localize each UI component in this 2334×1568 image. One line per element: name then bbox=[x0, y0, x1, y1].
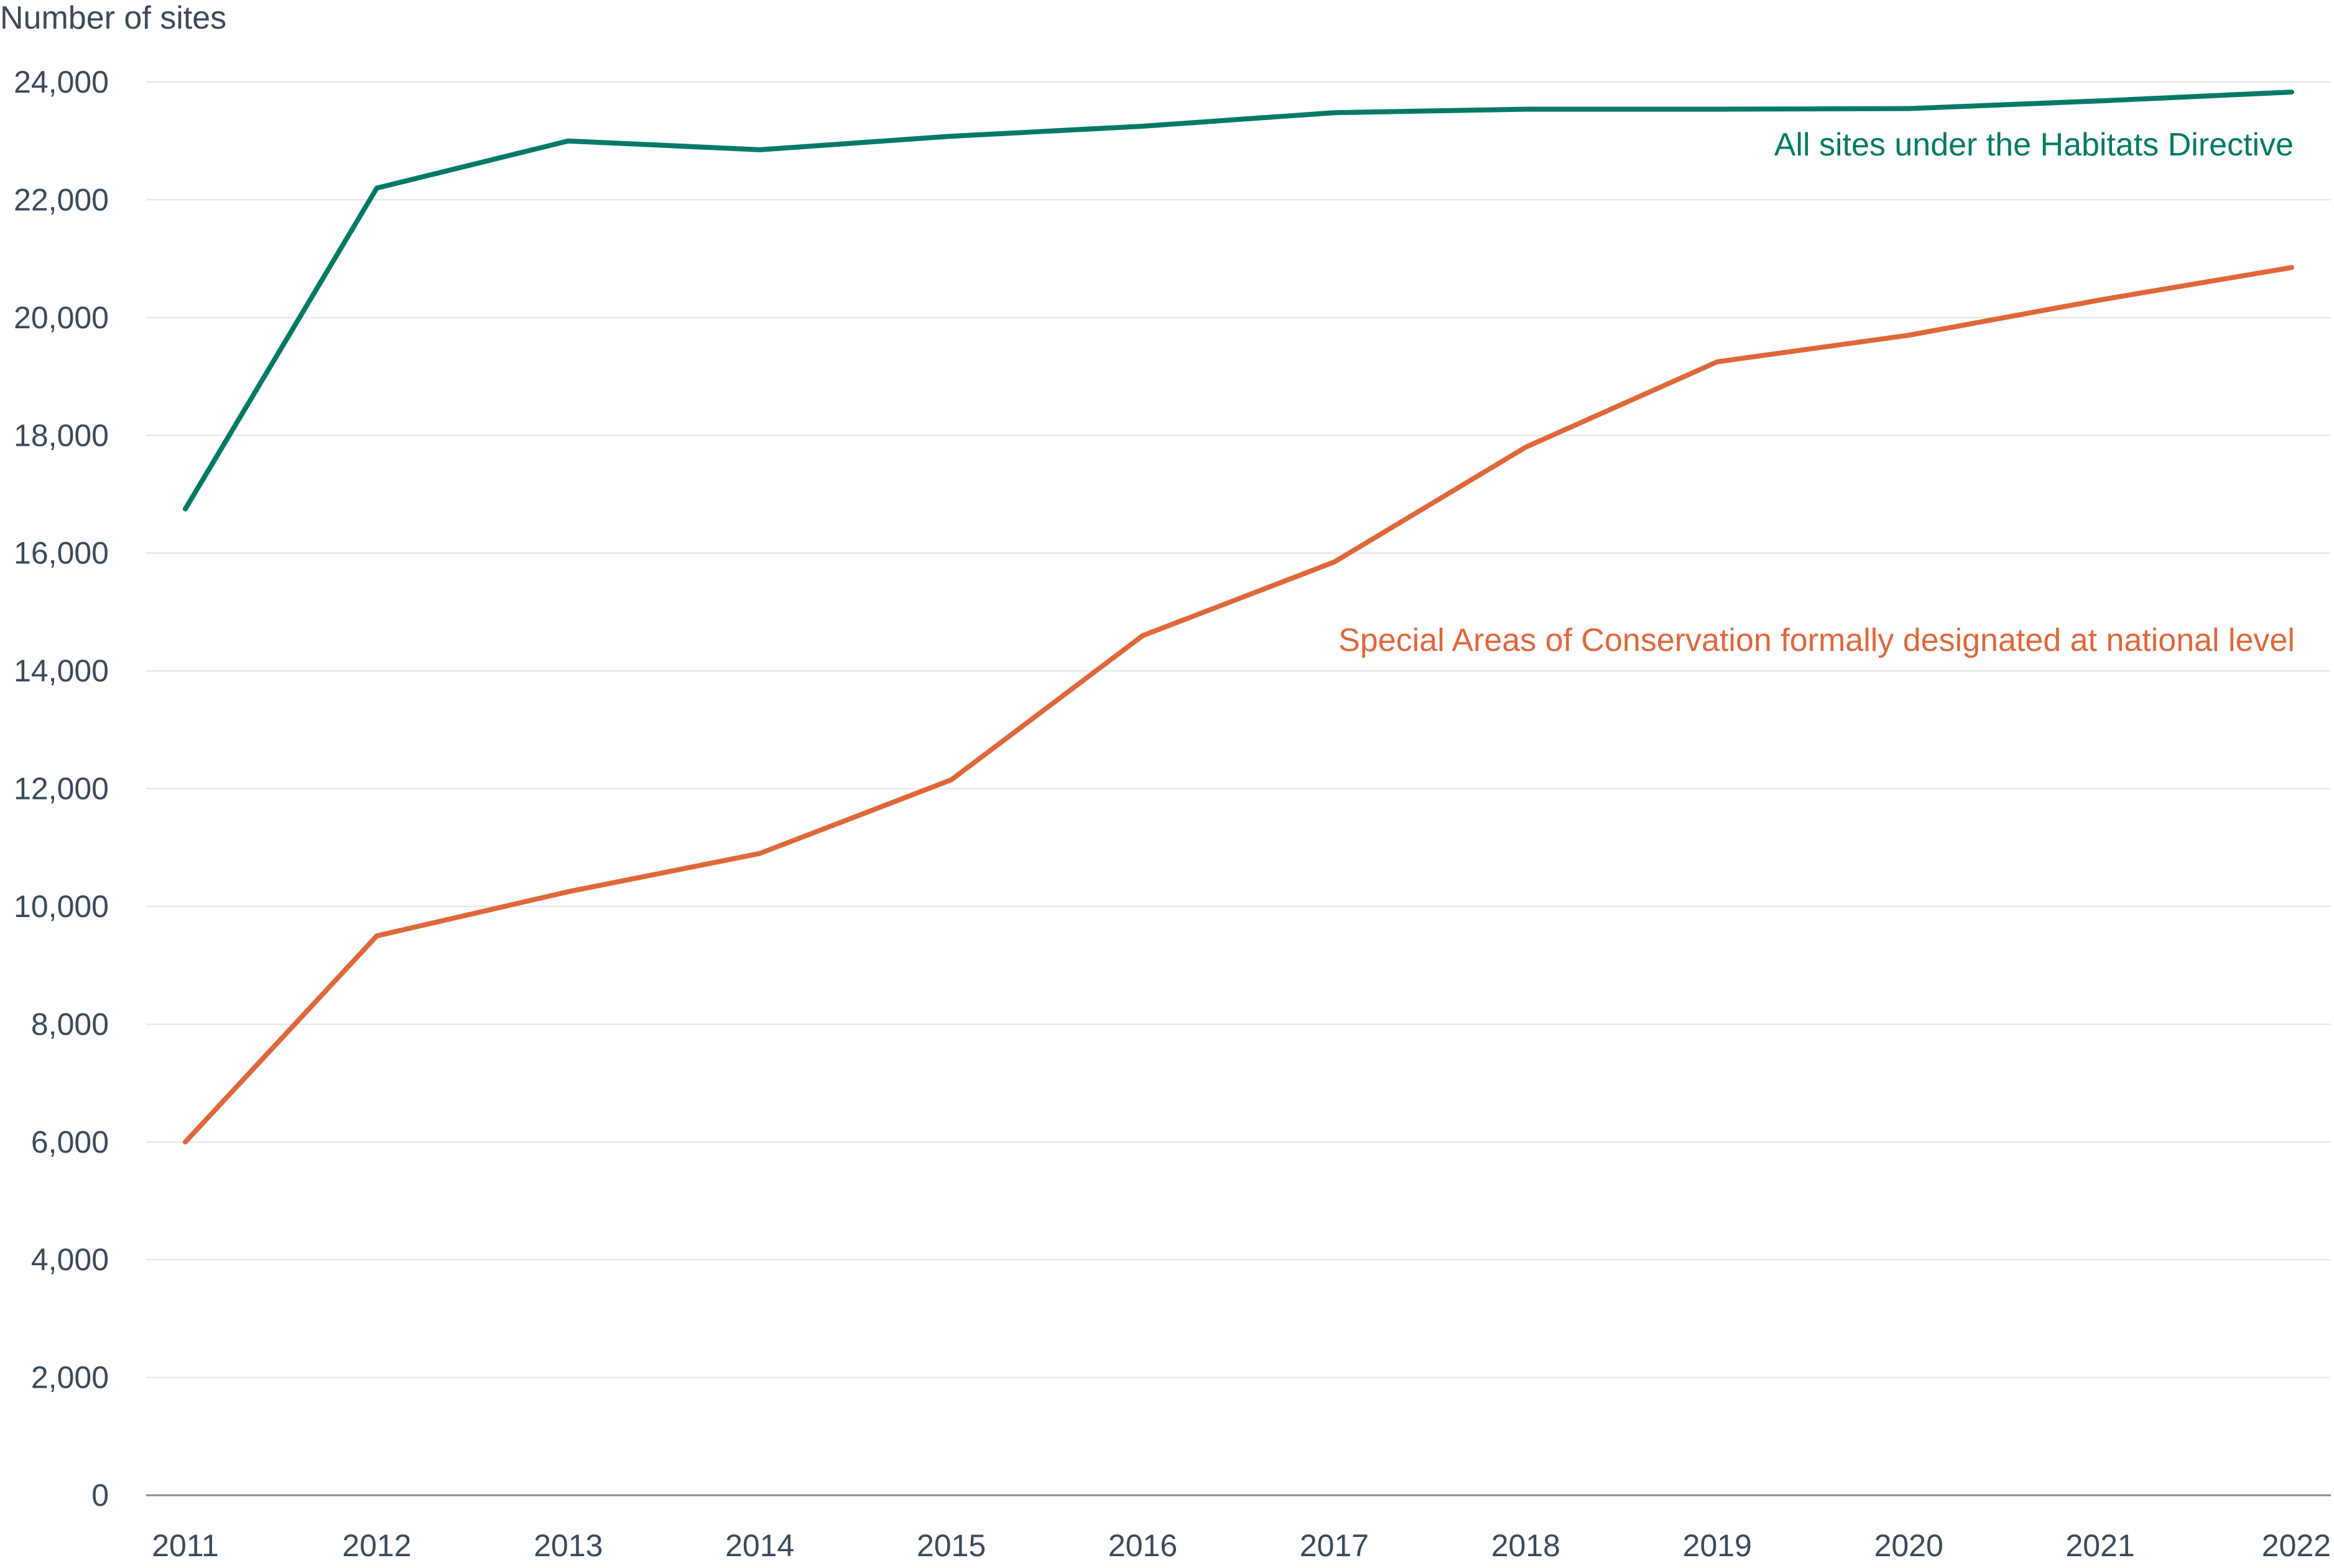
y-tick-label: 24,000 bbox=[14, 65, 109, 99]
series-line-1 bbox=[183, 265, 2294, 1145]
y-tick-label: 10,000 bbox=[14, 889, 109, 924]
y-tick-label: 8,000 bbox=[31, 1007, 109, 1041]
x-tick-label: 2020 bbox=[1874, 1528, 1943, 1563]
y-tick-label: 20,000 bbox=[14, 300, 109, 335]
gridlines bbox=[146, 81, 2331, 1378]
series-label-habitats-directive: All sites under the Habitats Directive bbox=[1774, 127, 2294, 163]
x-tick-label: 2016 bbox=[1108, 1528, 1177, 1563]
x-tick-label: 2012 bbox=[342, 1528, 411, 1563]
x-tick-label: 2014 bbox=[725, 1528, 794, 1563]
y-tick-label: 22,000 bbox=[14, 182, 109, 217]
y-axis-title: Number of sites bbox=[0, 0, 226, 36]
y-tick-label: 0 bbox=[91, 1478, 109, 1513]
x-tick-label: 2013 bbox=[534, 1528, 603, 1563]
y-tick-label: 4,000 bbox=[31, 1242, 109, 1277]
x-tick-label: 2021 bbox=[2065, 1528, 2134, 1563]
x-tick-label: 2011 bbox=[152, 1528, 219, 1563]
y-tick-label: 16,000 bbox=[14, 536, 109, 571]
series-lines bbox=[183, 90, 2294, 1145]
x-axis-ticks: 2011 2012 2013 2014 2015 2016 2017 2018 2019 2020… bbox=[152, 1528, 2331, 1563]
y-tick-label: 18,000 bbox=[14, 418, 109, 453]
y-tick-label: 2,000 bbox=[31, 1360, 109, 1395]
y-axis-ticks: 0 2,000 4,000 6,000 8,000 10,000 12,000 14,000 1… bbox=[14, 65, 109, 1513]
x-tick-label: 2022 bbox=[2262, 1528, 2331, 1563]
x-tick-label: 2017 bbox=[1300, 1528, 1369, 1563]
x-tick-label: 2019 bbox=[1683, 1528, 1752, 1563]
x-tick-label: 2015 bbox=[917, 1528, 986, 1563]
series-label-special-areas: Special Areas of Conservation formally d… bbox=[1338, 622, 2295, 658]
x-tick-label: 2018 bbox=[1491, 1528, 1560, 1563]
y-tick-label: 6,000 bbox=[31, 1125, 109, 1160]
series-line-0 bbox=[183, 90, 2294, 512]
y-tick-label: 12,000 bbox=[14, 772, 109, 806]
y-tick-label: 14,000 bbox=[14, 653, 109, 688]
